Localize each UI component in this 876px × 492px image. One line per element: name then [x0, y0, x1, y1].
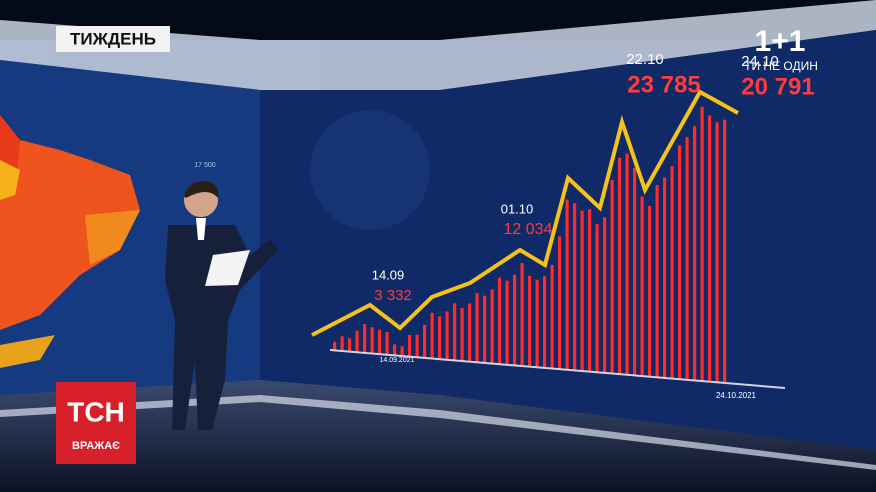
presenter: [165, 181, 278, 430]
bar-decoration: [580, 210, 584, 371]
bar-decoration: [415, 334, 419, 358]
bar-decoration: [625, 153, 629, 375]
bar-graphics: [333, 106, 727, 383]
axis-line: [329, 349, 786, 389]
bar-decoration: [385, 332, 389, 355]
callout-value: 23 785: [627, 71, 700, 98]
bar-decoration: [393, 344, 397, 356]
bar-decoration: [670, 166, 674, 379]
callout-date: 22.10: [626, 51, 664, 68]
bar-decoration: [715, 122, 719, 382]
bar-decoration: [610, 179, 614, 374]
trend-line: [311, 89, 739, 337]
channel-logo: 1+1: [755, 25, 806, 58]
show-tagline: ВРАЖАЄ: [72, 440, 120, 452]
bar-decoration: [378, 329, 382, 354]
bar-decoration: [573, 203, 577, 371]
bar-decoration: [400, 346, 404, 356]
bar-decoration: [490, 289, 494, 364]
bar-decoration: [618, 157, 622, 374]
bar-decoration: [693, 126, 697, 381]
callout-value: 12 034: [504, 221, 553, 238]
bar-decoration: [333, 341, 337, 351]
bar-decoration: [355, 330, 359, 353]
bar-decoration: [588, 209, 592, 372]
bar-decoration: [445, 311, 449, 360]
bar-decoration: [483, 295, 487, 363]
floor: [0, 380, 876, 492]
bar-decoration: [685, 137, 689, 380]
callout-date: 24.10: [741, 53, 779, 70]
bar-decoration: [663, 177, 667, 378]
bar-decoration: [558, 236, 562, 369]
bar-decoration: [340, 336, 344, 351]
bar-decoration: [505, 280, 509, 365]
bar-decoration: [498, 277, 502, 364]
bar-decoration: [535, 279, 539, 368]
callout-date: 14.09: [372, 267, 405, 282]
bar-decoration: [513, 274, 517, 366]
bar-decoration: [723, 119, 727, 383]
bar-decoration: [370, 327, 374, 354]
bar-decoration: [543, 276, 547, 368]
map-region: [0, 115, 140, 330]
banner: [56, 26, 170, 52]
floor-light: [0, 395, 876, 470]
show-logo-text: ТСН: [67, 396, 125, 427]
bar-decoration: [438, 316, 442, 359]
bar-decoration: [565, 199, 569, 370]
bar-decoration: [453, 303, 457, 361]
bar-decoration: [408, 335, 412, 357]
bar-decoration: [363, 324, 367, 353]
bar-decoration: [648, 206, 652, 377]
bar-decoration: [550, 264, 554, 369]
bar-decoration: [655, 185, 659, 378]
bar-decoration: [700, 106, 704, 381]
map-region: [0, 335, 55, 368]
bar-decoration: [708, 115, 712, 382]
bar-decoration: [633, 167, 637, 376]
bar-decoration: [475, 292, 479, 363]
callout-value: 20 791: [741, 73, 814, 100]
bar-decoration: [595, 224, 599, 373]
channel-slogan: ТИ НЕ ОДИН: [744, 59, 818, 73]
map-region: [0, 160, 20, 200]
show-logo: [56, 382, 136, 464]
map-region: [85, 210, 140, 265]
bar-decoration: [528, 275, 532, 367]
bar-decoration: [603, 217, 607, 373]
bar-decoration: [640, 196, 644, 376]
bar-decoration: [460, 307, 464, 361]
light-strip: [0, 0, 876, 90]
bar-decoration: [430, 312, 434, 359]
banner-title: ТИЖДЕНЬ: [70, 29, 156, 48]
axis-date: 14.09.2021: [379, 357, 414, 364]
virus-image: [310, 110, 430, 230]
bar-decoration: [520, 263, 524, 366]
callout-value: 3 332: [374, 287, 412, 304]
bar-decoration: [678, 145, 682, 379]
axis-date: 24.10.2021: [716, 391, 757, 400]
bar-decoration: [348, 338, 352, 352]
scale-label: 17 500: [194, 162, 216, 169]
bar-decoration: [423, 324, 427, 358]
callout-date: 01.10: [501, 201, 534, 216]
bar-decoration: [468, 303, 472, 362]
